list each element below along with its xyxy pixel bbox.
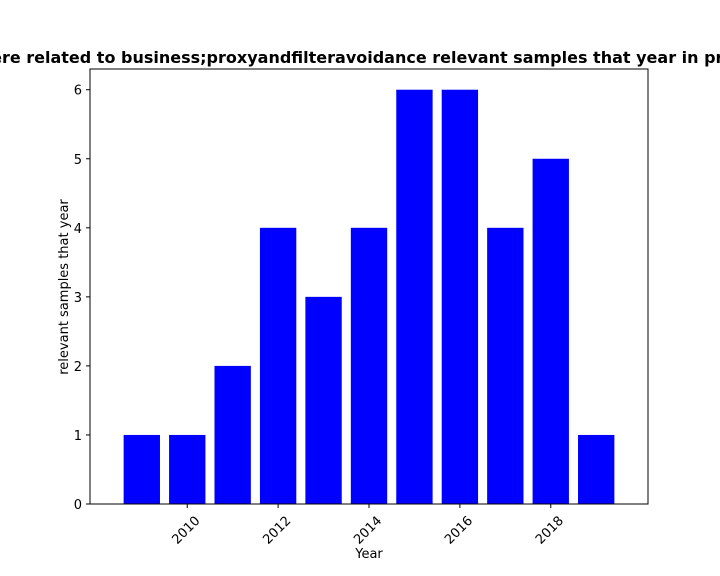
bar-2013	[305, 296, 342, 504]
bar-2017	[487, 227, 524, 505]
x-tick-label: 2012	[260, 514, 294, 548]
y-tick-label: 2	[74, 360, 82, 375]
x-axis: 2010 2012 2014 2016 2018	[169, 504, 567, 548]
x-tick-label: 2010	[169, 514, 203, 548]
y-tick-label: 1	[74, 429, 82, 444]
y-tick-label: 5	[74, 153, 82, 168]
x-axis-label: Year	[354, 547, 383, 562]
x-tick-label: 2014	[351, 514, 385, 548]
y-axis-label: relevant samples that year	[57, 199, 72, 375]
bar-2014	[350, 227, 388, 505]
bar-2016	[441, 89, 479, 504]
bar-2015	[396, 89, 433, 504]
y-tick-label: 4	[74, 222, 82, 237]
y-axis: 0 1 2 3 4 5 6	[74, 84, 90, 513]
bar-2012	[259, 227, 297, 505]
bar-2011	[214, 365, 251, 504]
y-tick-label: 0	[74, 498, 82, 513]
bar-2009	[123, 434, 160, 504]
y-tick-label: 6	[74, 84, 82, 99]
x-tick-label: 2018	[533, 514, 567, 548]
bars-group	[123, 89, 615, 505]
bar-2010	[169, 434, 206, 504]
bar-2018	[532, 158, 569, 504]
y-tick-label: 3	[74, 291, 82, 306]
bar-2019	[578, 434, 615, 504]
chart-title: ere related to business;proxyandfilterav…	[0, 48, 720, 67]
x-tick-label: 2016	[442, 514, 476, 548]
